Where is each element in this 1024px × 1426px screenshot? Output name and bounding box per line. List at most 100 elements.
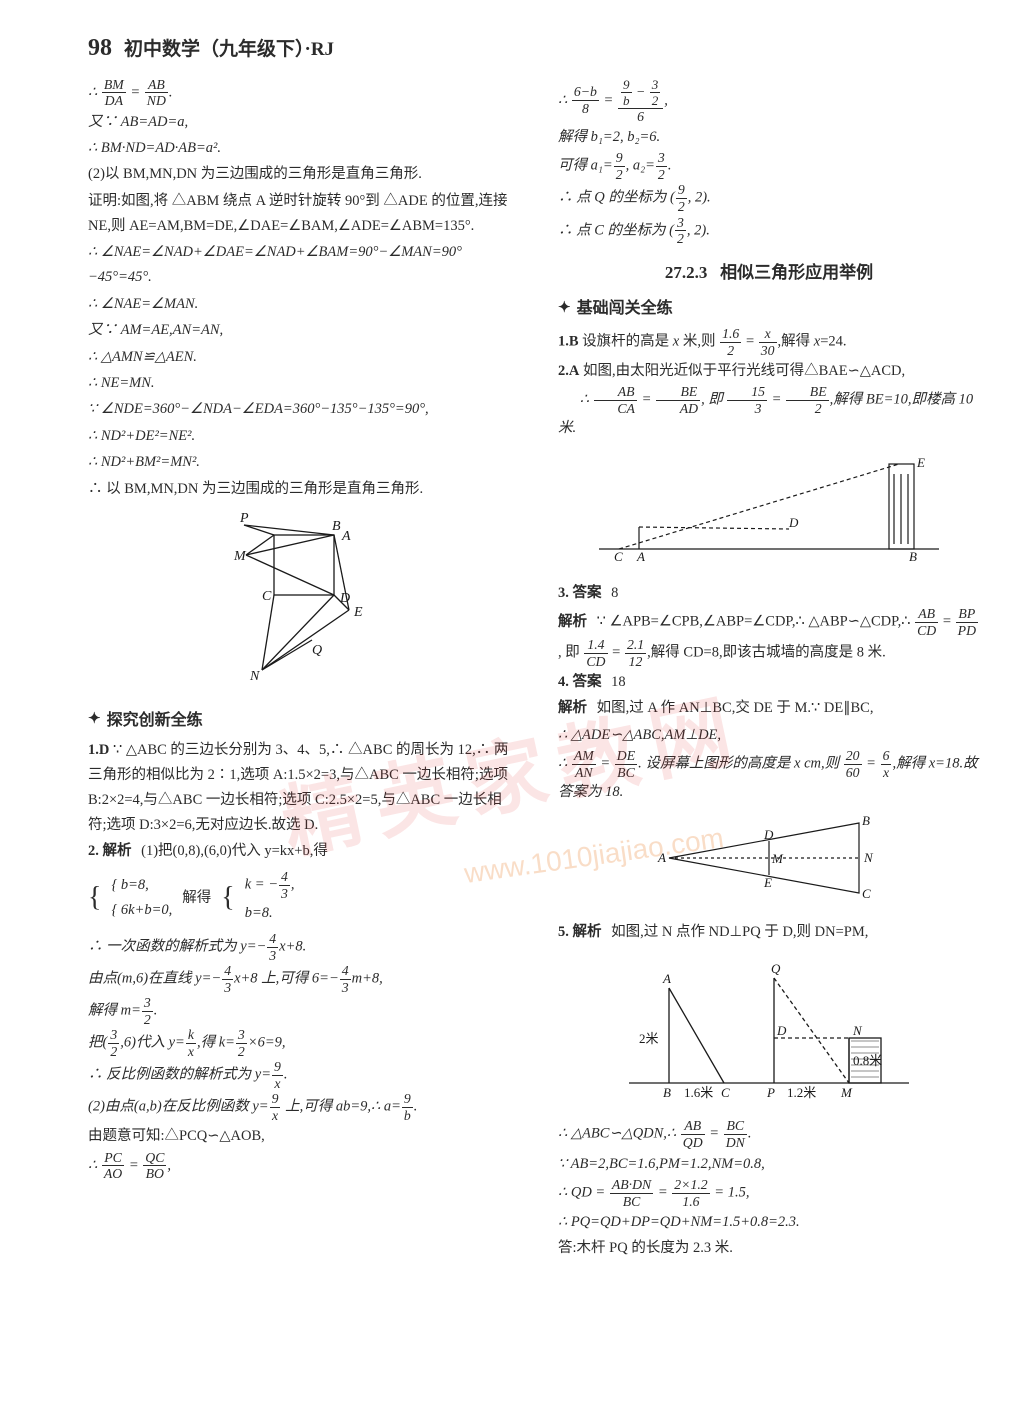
proof-line: ∴ ND²+DE²=NE².	[88, 424, 510, 449]
svg-text:A: A	[657, 850, 666, 865]
proof-line: (2)以 BM,MN,DN 为三边围成的三角形是直角三角形.	[88, 162, 510, 187]
proof-line: ∴ BMDA = ABND.	[88, 78, 510, 109]
page-title: 初中数学（九年级下）·RJ	[124, 34, 334, 61]
question-2-header: 2. 解析 (1)把(0,8),(6,0)代入 y=kx+b,得	[88, 839, 510, 864]
svg-text:B: B	[663, 1085, 671, 1100]
rq5-l2: ∴ △ABC∽△QDN,∴ ABQD = BCDN.	[558, 1119, 980, 1150]
section-heading-27-2-3: 27.2.3 相似三角形应用举例	[558, 258, 980, 287]
q2-line: ∴ PCAO = QCBO,	[88, 1151, 510, 1182]
q2-line: 把(32,6)代入 y=kx,得 k=32×6=9,	[88, 1028, 510, 1059]
analysis-tag: 解析	[573, 924, 602, 940]
right-column: ∴ 6−b8 = 9b − 326, 解得 b₁=2, b₂=6. 可得 a₁=…	[534, 76, 980, 1396]
q2-line: (2)由点(a,b)在反比例函数 y=9x 上,可得 ab=9,∴ a=9b.	[88, 1092, 510, 1123]
item-number: 5.	[558, 924, 569, 940]
svg-text:Q: Q	[771, 961, 781, 976]
star-icon: ✦	[558, 296, 571, 322]
proof-line: ∴ ∠NAE=∠NAD+∠DAE=∠NAD+∠BAM=90°−∠MAN=90°−…	[88, 240, 510, 290]
svg-text:A: A	[341, 529, 351, 544]
svg-text:E: E	[916, 455, 925, 470]
svg-text:D: D	[339, 591, 350, 606]
rq4-text: 如图,过 A 作 AN⊥BC,交 DE 于 M.∵ DE∥BC,	[597, 700, 874, 716]
rq5-l1: 如图,过 N 点作 ND⊥PQ 于 D,则 DN=PM,	[611, 924, 868, 940]
svg-text:E: E	[763, 875, 772, 890]
q2-line: ∴ 反比例函数的解析式为 y=9x.	[88, 1060, 510, 1091]
rq3-analysis: 解析 ∵ ∠APB=∠CPB,∠ABP=∠CDP,∴ △ABP∽△CDP,∴ A…	[558, 607, 980, 668]
q2-line: (1)把(0,8),(6,0)代入 y=kx+b,得	[141, 843, 328, 859]
figure-4: B D A M N E C	[558, 813, 980, 912]
section-title: 基础闯关全练	[577, 295, 673, 323]
proof-line: 又∵ AM=AE,AN=AN,	[88, 318, 510, 343]
rq5: 5. 解析 如图,过 N 点作 ND⊥PQ 于 D,则 DN=PM,	[558, 920, 980, 945]
top-line: ∴ 点 Q 的坐标为 (92, 2).	[558, 183, 980, 214]
proof-line: ∵ ∠NDE=360°−∠NDA−∠EDA=360°−135°−135°=90°…	[88, 397, 510, 422]
q2-line: 由点(m,6)在直线 y=−43x+8 上,可得 6=−43m+8,	[88, 964, 510, 995]
proof-line: ∴ ND²+BM²=MN².	[88, 450, 510, 475]
item-number: 1.B	[558, 333, 579, 349]
question-text: ∵ △ABC 的三边长分别为 3、4、5,∴ △ABC 的周长为 12,∴ 两三…	[88, 742, 508, 833]
section-explore-innovate: ✦ 探究创新全练	[88, 707, 510, 735]
rq4-l2: ∴ △ADE∽△ABC,AM⊥DE,	[558, 723, 980, 748]
rq5-l5: ∴ PQ=QD+DP=QD+NM=1.5+0.8=2.3.	[558, 1210, 980, 1235]
proof-line: 又∵ AB=AD=a,	[88, 110, 510, 135]
figure-1: PB MA CD E NQ	[88, 510, 510, 699]
heading-title: 相似三角形应用举例	[720, 263, 873, 282]
svg-text:D: D	[788, 515, 799, 530]
rq4: 4. 答案 18	[558, 670, 980, 695]
page-header: 98 初中数学（九年级下）·RJ	[88, 34, 980, 62]
q2-system: { { b=8, { 6k+b=0, 解得 { k = −43, b=8.	[88, 870, 510, 926]
svg-text:P: P	[239, 511, 249, 526]
rq5-l3: ∵ AB=2,BC=1.6,PM=1.2,NM=0.8,	[558, 1152, 980, 1177]
svg-text:N: N	[852, 1023, 863, 1038]
eq-line: k = −43,	[245, 870, 295, 901]
svg-text:C: C	[262, 589, 272, 604]
answer-label: 答案	[573, 674, 602, 690]
rq1: 1.B 设旗杆的高是 x 米,则 1.62 = x30,解得 x=24.	[558, 327, 980, 358]
svg-text:M: M	[840, 1085, 853, 1100]
q2-line: ∴ 一次函数的解析式为 y=−43x+8.	[88, 932, 510, 963]
page-number: 98	[88, 35, 112, 62]
answer-value: 8	[611, 585, 618, 601]
eq-line: { 6k+b=0,	[111, 898, 172, 923]
svg-text:B: B	[862, 813, 870, 828]
svg-text:N: N	[863, 850, 874, 865]
rq2-text: 如图,由太阳光近似于平行光线可得△BAE∽△ACD,	[583, 363, 905, 379]
svg-text:D: D	[776, 1023, 787, 1038]
svg-text:A: A	[662, 971, 671, 986]
rq5-l6: 答:木杆 PQ 的长度为 2.3 米.	[558, 1236, 980, 1261]
rq4-l1: 解析 如图,过 A 作 AN⊥BC,交 DE 于 M.∵ DE∥BC,	[558, 696, 980, 721]
top-line: 可得 a₁=92, a₂=32.	[558, 151, 980, 182]
column-container: ∴ BMDA = ABND. 又∵ AB=AD=a, ∴ BM·ND=AD·AB…	[88, 76, 980, 1396]
item-number: 2.	[88, 843, 99, 859]
analysis-tag: 解析	[558, 700, 587, 716]
svg-text:0.8米: 0.8米	[853, 1053, 882, 1068]
figure-2: ED CAB	[558, 449, 980, 573]
q2-line: 由题意可知:△PCQ∽△AOB,	[88, 1124, 510, 1149]
svg-text:N: N	[249, 669, 260, 684]
svg-text:1.2米: 1.2米	[787, 1085, 816, 1100]
rq4-l3: ∴ AMAN = DEBC. 设屏幕上图形的高度是 x cm,则 2060 = …	[558, 749, 980, 805]
svg-text:M: M	[233, 549, 247, 564]
svg-text:B: B	[909, 549, 917, 564]
section-title: 探究创新全练	[107, 707, 203, 735]
svg-text:D: D	[763, 827, 774, 842]
eq-line: 解得	[182, 886, 211, 911]
proof-line: ∴ BM·ND=AD·AB=a².	[88, 136, 510, 161]
item-number: 3.	[558, 585, 569, 601]
question-1: 1.D ∵ △ABC 的三边长分别为 3、4、5,∴ △ABC 的周长为 12,…	[88, 738, 510, 838]
proof-line: ∴ △AMN≌△AEN.	[88, 345, 510, 370]
analysis-tag: 解析	[103, 843, 132, 859]
proof-line: ∴ NE=MN.	[88, 371, 510, 396]
answer-label: 答案	[573, 585, 602, 601]
svg-text:Q: Q	[312, 643, 322, 658]
item-number: 2.A	[558, 363, 579, 379]
answer-value: 18	[611, 674, 626, 690]
svg-text:2米: 2米	[639, 1031, 659, 1046]
top-line: 解得 b₁=2, b₂=6.	[558, 125, 980, 150]
item-number: 1.D	[88, 742, 109, 758]
svg-text:E: E	[353, 605, 363, 620]
q2-line: 解得 m=32.	[88, 996, 510, 1027]
svg-text:M: M	[771, 851, 784, 866]
svg-text:C: C	[614, 549, 623, 564]
svg-text:C: C	[862, 886, 871, 901]
rq3: 3. 答案 8	[558, 581, 980, 606]
